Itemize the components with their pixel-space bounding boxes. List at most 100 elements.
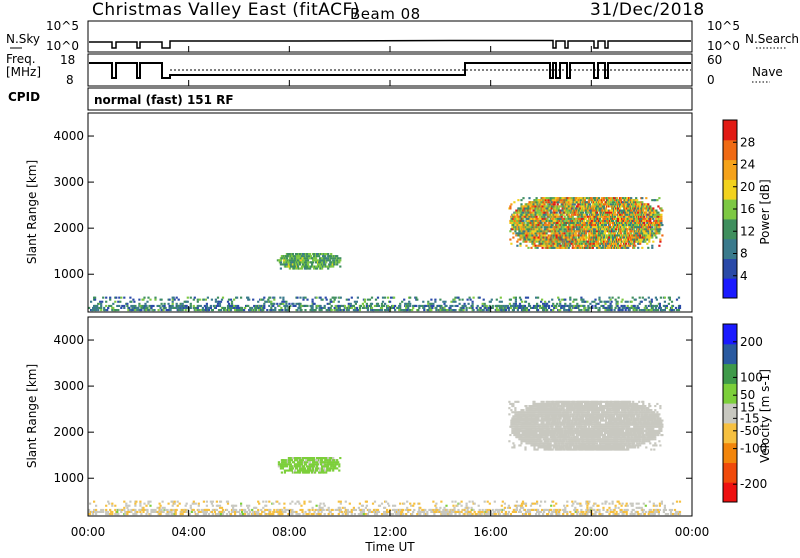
data-cell (603, 199, 605, 201)
data-cell (590, 210, 592, 212)
data-cell (523, 309, 525, 311)
data-cell (329, 303, 331, 305)
data-cell (279, 309, 281, 311)
data-cell (639, 226, 641, 228)
data-cell (518, 230, 520, 232)
data-cell (607, 305, 609, 307)
data-cell (658, 245, 660, 247)
data-cell (576, 226, 578, 228)
data-cell (242, 513, 244, 515)
data-cell (602, 234, 604, 236)
data-cell (585, 218, 587, 220)
data-cell (248, 509, 250, 511)
data-cell (528, 216, 530, 218)
data-cell (599, 207, 601, 209)
data-cell (545, 307, 547, 309)
data-cell (320, 507, 322, 509)
data-cell (642, 210, 644, 212)
data-cell (180, 309, 182, 311)
data-cell (527, 230, 529, 232)
data-cell (625, 234, 627, 236)
data-cell (163, 309, 165, 311)
data-cell (473, 297, 475, 299)
data-cell (587, 212, 589, 214)
data-cell (575, 307, 577, 309)
data-cell (461, 505, 463, 507)
data-cell (356, 307, 358, 309)
data-cell (464, 513, 466, 515)
data-cell (149, 505, 151, 507)
data-cell (139, 501, 141, 503)
data-cell (439, 309, 441, 311)
data-cell (610, 245, 612, 247)
data-cell (400, 309, 402, 311)
data-cell (280, 263, 282, 265)
data-cell (317, 263, 319, 265)
data-cell (172, 303, 174, 305)
colorbar-tick-label: 24 (740, 158, 755, 172)
data-cell (92, 307, 94, 309)
data-cell (632, 214, 634, 216)
data-cell (168, 309, 170, 311)
data-cell (651, 247, 653, 249)
data-cell (566, 207, 568, 209)
data-cell (399, 305, 401, 307)
data-cell (292, 253, 294, 255)
data-cell (651, 226, 653, 228)
data-cell (626, 230, 628, 232)
data-cell (102, 509, 104, 511)
data-cell (422, 301, 424, 303)
data-cell (222, 307, 224, 309)
data-cell (589, 245, 591, 247)
data-cell (630, 210, 632, 212)
data-cell (658, 230, 660, 232)
data-cell (336, 255, 338, 257)
data-cell (580, 212, 582, 214)
data-cell (257, 511, 259, 513)
data-cell (513, 303, 515, 305)
data-cell (375, 299, 377, 301)
data-cell (105, 301, 107, 303)
data-cell (480, 307, 482, 309)
data-cell (558, 299, 560, 301)
freq-label-1: Freq. (6, 52, 36, 66)
data-cell (544, 305, 546, 307)
data-cell (387, 297, 389, 299)
data-cell (108, 305, 110, 307)
nave-label: Nave (752, 65, 783, 79)
data-cell (568, 247, 570, 249)
nsky-label: N.Sky (6, 32, 40, 46)
data-cell (274, 307, 276, 309)
data-cell (547, 205, 549, 207)
data-cell (542, 205, 544, 207)
data-cell (339, 266, 341, 268)
data-cell (554, 201, 556, 203)
data-cell (588, 228, 590, 230)
data-cell (237, 305, 239, 307)
data-cell (653, 232, 655, 234)
data-cell (366, 501, 368, 503)
data-cell (602, 222, 604, 224)
data-cell (574, 203, 576, 205)
data-cell (563, 309, 565, 311)
data-cell (453, 299, 455, 301)
data-cell (672, 305, 674, 307)
data-cell (351, 509, 353, 511)
data-cell (159, 507, 161, 509)
data-cell (418, 509, 420, 511)
data-cell (618, 232, 620, 234)
data-cell (279, 513, 281, 515)
data-cell (599, 218, 601, 220)
data-cell (467, 299, 469, 301)
data-cell (586, 214, 588, 216)
data-cell (233, 307, 235, 309)
data-cell (602, 230, 604, 232)
data-cell (553, 220, 555, 222)
data-cell (619, 241, 621, 243)
data-cell (628, 216, 630, 218)
data-cell (100, 309, 102, 311)
data-cell (473, 309, 475, 311)
data-cell (658, 197, 660, 199)
data-cell (459, 503, 461, 505)
data-cell (528, 197, 530, 199)
